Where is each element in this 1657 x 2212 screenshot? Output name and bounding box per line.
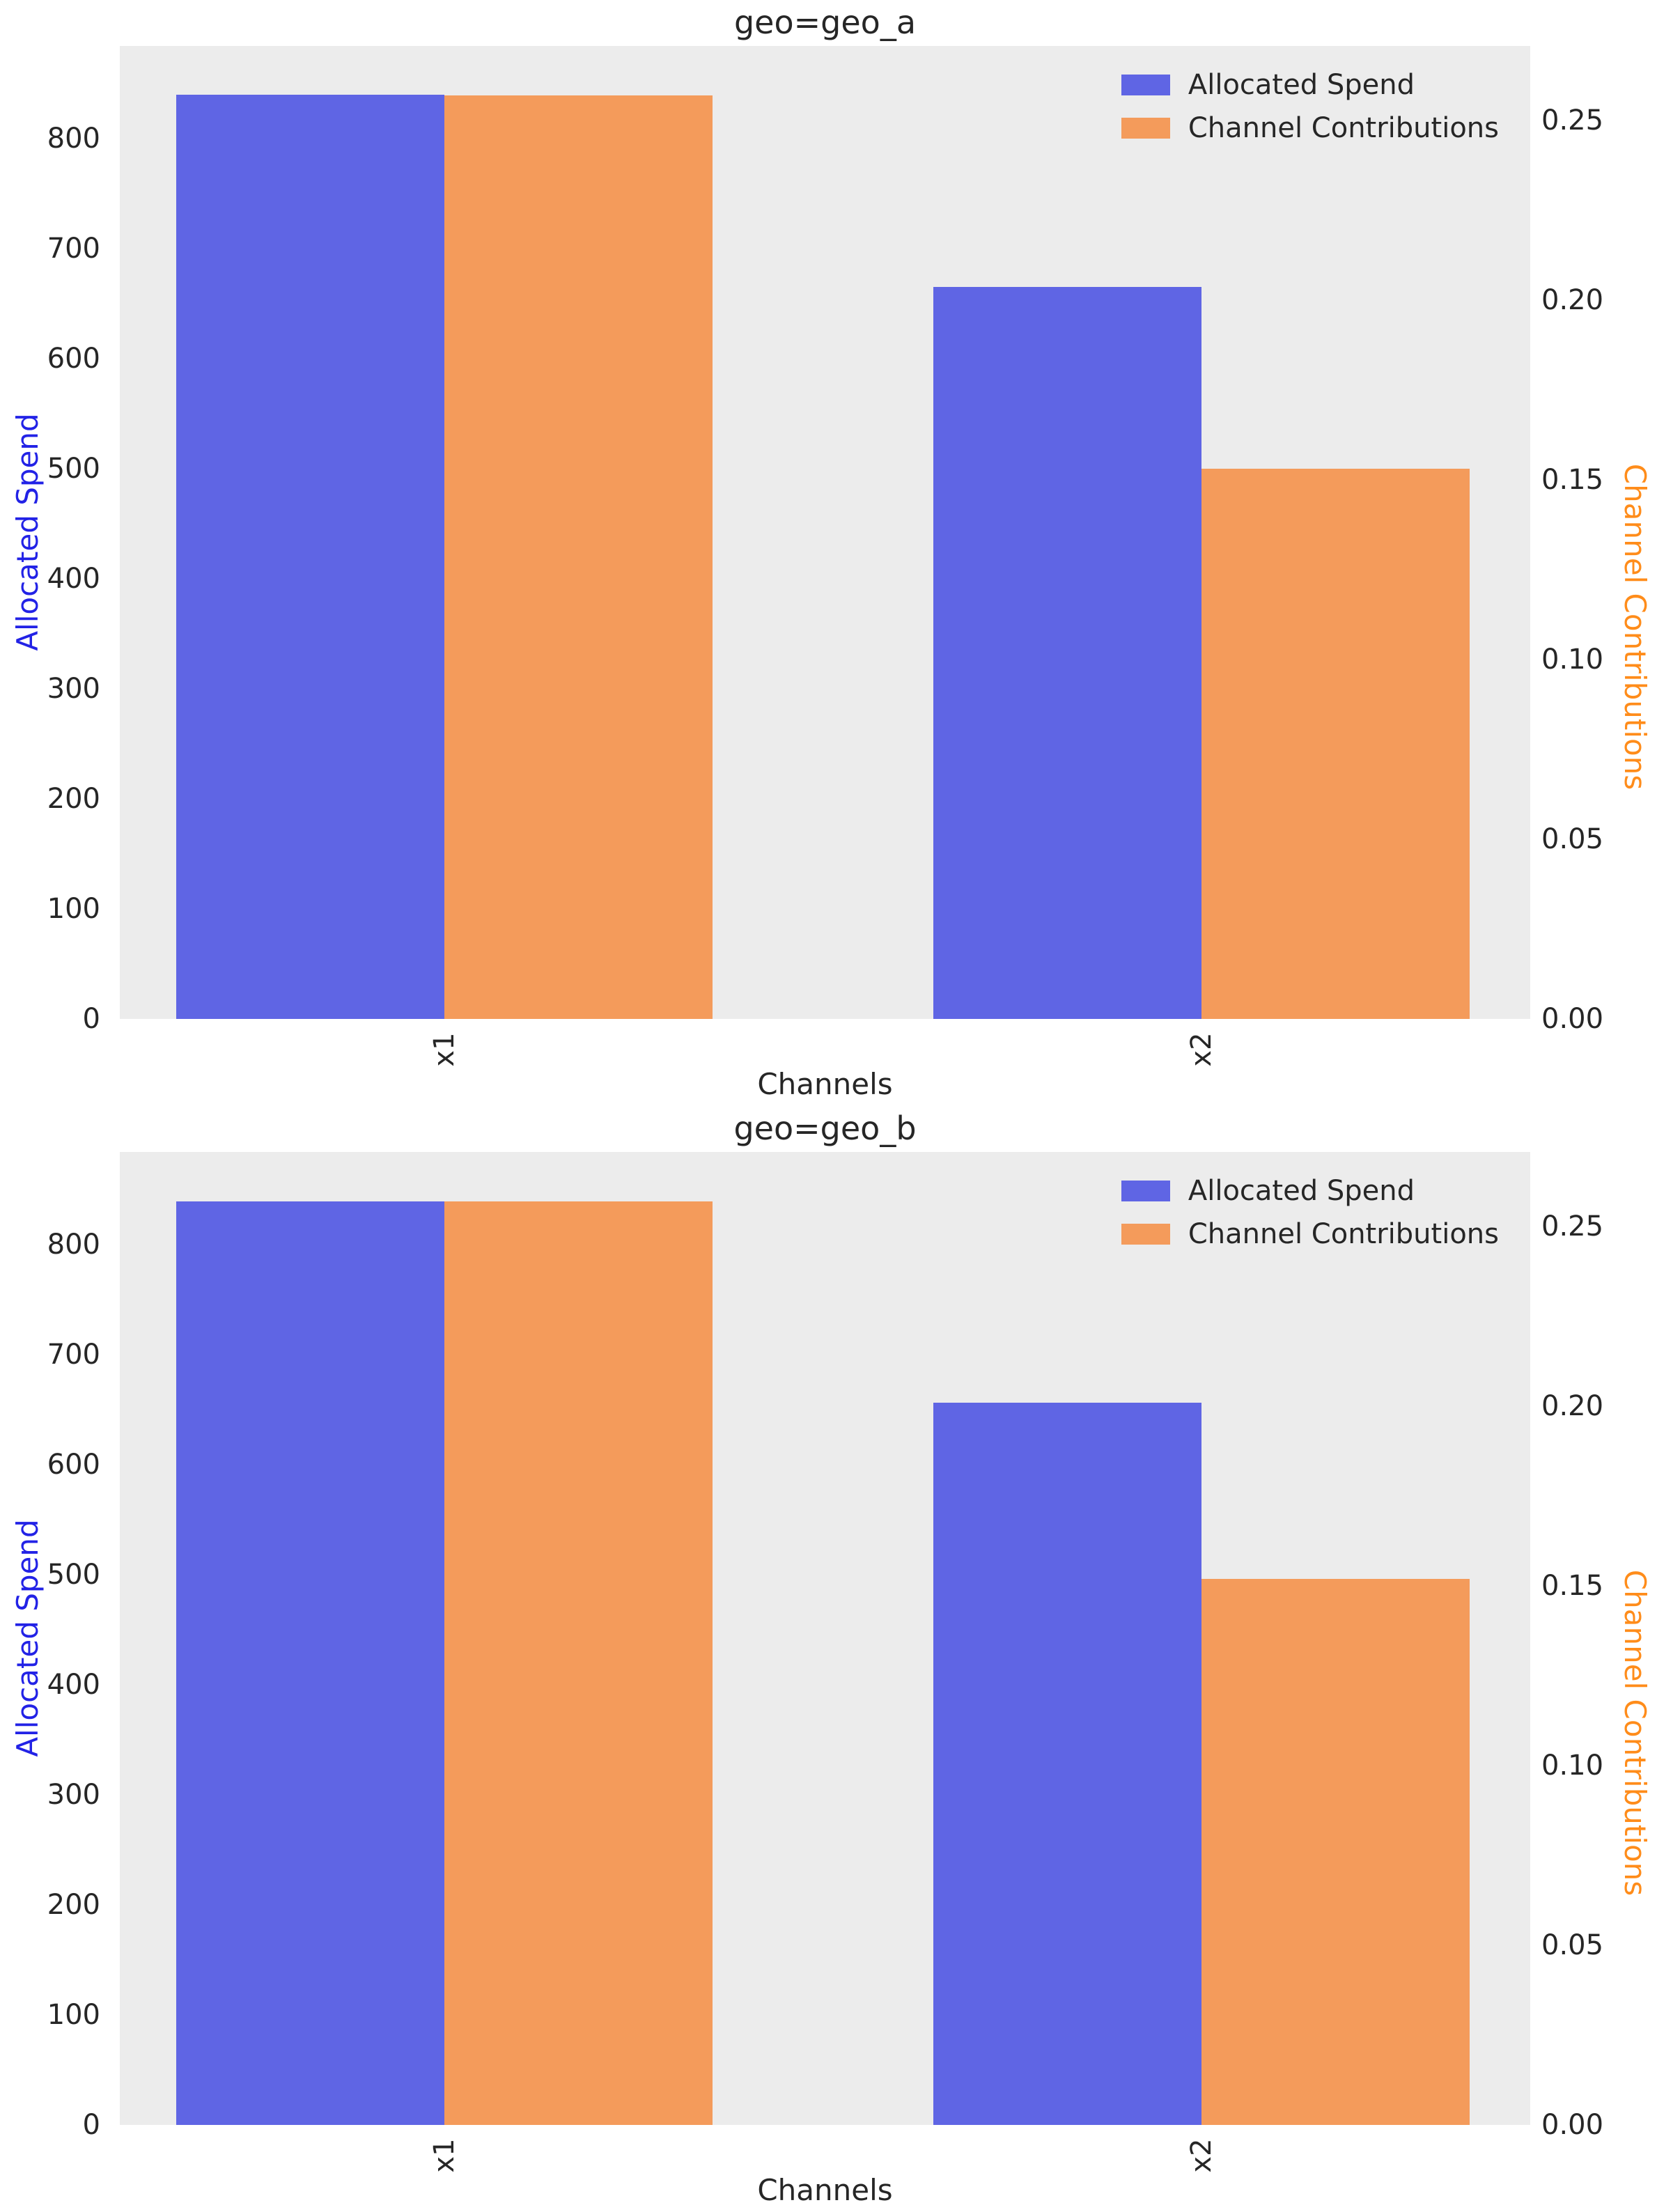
bars bbox=[120, 1152, 1530, 2125]
legend-row: Channel Contributions bbox=[1121, 1219, 1499, 1249]
right-axis-ticks: 0.00 0.05 0.10 0.15 0.20 0.25 bbox=[1541, 46, 1653, 1033]
right-tick-label: 0.00 bbox=[1541, 1003, 1604, 1035]
bar-spend-x2 bbox=[933, 1403, 1202, 2125]
bar-contribution-x1 bbox=[444, 95, 713, 1019]
legend-row: Channel Contributions bbox=[1121, 113, 1499, 143]
right-tick-label: 0.20 bbox=[1541, 1389, 1604, 1422]
left-tick-label: 700 bbox=[47, 232, 100, 265]
x-axis-label: Channels bbox=[757, 1067, 893, 1101]
legend: Allocated Spend Channel Contributions bbox=[1121, 70, 1499, 143]
legend-label: Channel Contributions bbox=[1188, 1218, 1499, 1250]
legend-row: Allocated Spend bbox=[1121, 1176, 1499, 1206]
left-tick-label: 600 bbox=[47, 342, 100, 375]
x-tick-label-x1: x1 bbox=[428, 2138, 460, 2173]
right-tick-label: 0.15 bbox=[1541, 1569, 1604, 1602]
left-tick-label: 800 bbox=[47, 122, 100, 155]
left-tick-label: 200 bbox=[47, 1888, 100, 1921]
plot-area: Allocated Spend Channel Contributions bbox=[120, 1152, 1530, 2125]
right-tick-label: 0.25 bbox=[1541, 104, 1604, 137]
bars bbox=[120, 46, 1530, 1019]
legend: Allocated Spend Channel Contributions bbox=[1121, 1176, 1499, 1249]
left-tick-label: 400 bbox=[47, 1668, 100, 1701]
right-tick-label: 0.05 bbox=[1541, 823, 1604, 855]
left-tick-label: 800 bbox=[47, 1228, 100, 1261]
legend-swatch-icon bbox=[1121, 1224, 1170, 1245]
subplot-geo-a: geo=geo_a Allocated Spend Channel Contri… bbox=[0, 3, 1653, 1101]
left-axis-ticks: 0 100 200 300 400 500 600 700 800 bbox=[0, 1152, 110, 2139]
left-tick-label: 300 bbox=[47, 1778, 100, 1811]
x-tick-label-x2: x2 bbox=[1185, 1032, 1218, 1067]
legend-swatch-icon bbox=[1121, 1181, 1170, 1201]
left-tick-label: 400 bbox=[47, 562, 100, 595]
x-tick-label-x1: x1 bbox=[428, 1032, 460, 1067]
legend-label: Allocated Spend bbox=[1188, 1175, 1415, 1207]
left-tick-label: 700 bbox=[47, 1338, 100, 1371]
left-tick-label: 0 bbox=[82, 2109, 100, 2141]
right-tick-label: 0.10 bbox=[1541, 1749, 1604, 1782]
left-tick-label: 500 bbox=[47, 1558, 100, 1591]
legend-swatch-icon bbox=[1121, 75, 1170, 95]
left-tick-label: 500 bbox=[47, 452, 100, 485]
right-tick-label: 0.15 bbox=[1541, 463, 1604, 496]
chart-title: geo=geo_b bbox=[733, 1109, 917, 1147]
legend-label: Channel Contributions bbox=[1188, 112, 1499, 144]
bar-spend-x1 bbox=[176, 1201, 444, 2125]
bar-spend-x1 bbox=[176, 94, 444, 1019]
chart-title: geo=geo_a bbox=[733, 3, 917, 41]
bar-spend-x2 bbox=[933, 287, 1202, 1019]
legend-swatch-icon bbox=[1121, 118, 1170, 139]
bar-contribution-x2 bbox=[1201, 469, 1470, 1019]
bar-contribution-x2 bbox=[1201, 1578, 1470, 2125]
x-tick-label-x2: x2 bbox=[1185, 2138, 1218, 2173]
x-axis-label: Channels bbox=[757, 2173, 893, 2207]
subplot-geo-b: geo=geo_b Allocated Spend Channel Contri… bbox=[0, 1106, 1657, 2212]
left-axis-ticks: 0 100 200 300 400 500 600 700 800 bbox=[0, 46, 110, 1033]
right-axis-ticks: 0.00 0.05 0.10 0.15 0.20 0.25 bbox=[1541, 1152, 1653, 2139]
left-tick-label: 200 bbox=[47, 782, 100, 815]
left-tick-label: 100 bbox=[47, 892, 100, 925]
right-tick-label: 0.10 bbox=[1541, 643, 1604, 676]
left-tick-label: 100 bbox=[47, 1998, 100, 2031]
left-tick-label: 300 bbox=[47, 672, 100, 705]
legend-label: Allocated Spend bbox=[1188, 69, 1415, 101]
bar-contribution-x1 bbox=[444, 1201, 713, 2125]
left-tick-label: 600 bbox=[47, 1448, 100, 1481]
right-tick-label: 0.25 bbox=[1541, 1210, 1604, 1243]
left-tick-label: 0 bbox=[82, 1003, 100, 1035]
plot-area: Allocated Spend Channel Contributions bbox=[120, 46, 1530, 1019]
right-tick-label: 0.05 bbox=[1541, 1929, 1604, 1961]
legend-row: Allocated Spend bbox=[1121, 70, 1499, 100]
right-tick-label: 0.00 bbox=[1541, 2109, 1604, 2141]
right-tick-label: 0.20 bbox=[1541, 283, 1604, 316]
